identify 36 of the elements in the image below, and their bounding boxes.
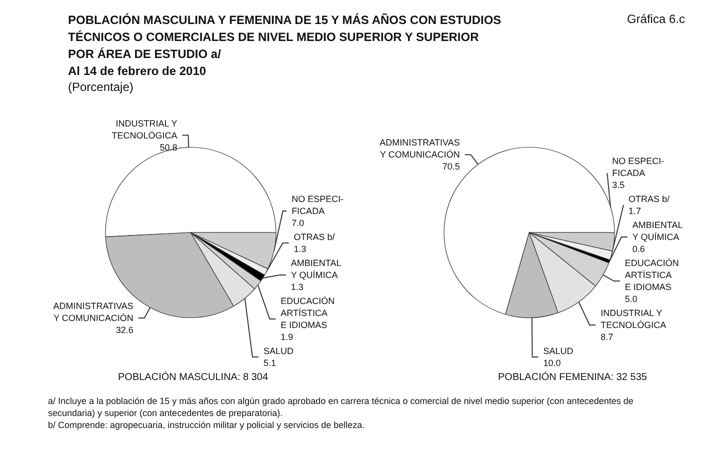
data-label: 1.3 [290,282,304,292]
data-label: 1.7 [628,206,642,216]
data-label: 1.3 [294,244,306,254]
slice-label: INDUSTRIAL Y TECNOLÓGICA [600,308,666,330]
text: (Porcentaje) [68,80,134,95]
data-label: 1.9 [280,332,294,342]
slice-label: AMBIENTAL Y QUÍMICA [632,220,683,242]
text: Gráfica 6.c [626,12,685,26]
slice-label: ADMINISTRATIVAS Y COMUNICACIÓN [380,138,460,160]
data-label: 50.8 [160,142,178,152]
text: POBLACIÓN MASCULINA: 8 304 [117,372,270,383]
slice-label: NO ESPECI- FICADA [612,156,664,178]
data-label: 32.6 [116,325,134,336]
data-label: 5.0 [624,294,638,304]
chart-title: POBLACIÓN MASCULINA Y FEMENINA DE 15 Y MÁS AÑOS CON ESTUDIOS TÉCNICOS O COMERCIALES DE NIVEL MEDIO SUPERIOR Y SUPERIOR POR ÁREA DE ESTUDIO a/ [68,12,502,63]
data-label: 5.1 [263,358,276,368]
data-label: 7.0 [292,218,304,228]
slice-label: SALUD [543,346,574,356]
text: a/ Incluye a la población de 15 y más años con algún grado aprobado en carrera técnica o comercial de nivel medio superior (con antecedentes de secundaria) y superior (con antecedentes de preparatoria). [48,395,634,419]
slice-label: AMBIENTAL Y QUÍMICA [290,258,342,280]
data-label: 70.5 [442,162,460,172]
slice-label: EDUCACIÓN ARTÍSTICA E IDIOMAS [280,296,335,330]
slice-label: OTRAS b/ [294,232,336,242]
slice-label: NO ESPECI- FICADA [292,194,344,216]
chart-subtitle: Al 14 de febrero de 2010 [68,63,208,80]
slice-label: INDUSTRIAL Y TECNOLÓGICA [112,118,178,140]
slice-label: SALUD [263,346,294,356]
data-label: 3.5 [612,180,625,190]
text: b/ Comprende: agropecuaria, instrucción militar y policial y servicios de belleza. [48,419,366,431]
slice-label: ADMINISTRATIVAS Y COMUNICACIÓN [53,301,134,324]
slice-label: OTRAS b/ [628,194,670,204]
slice-label: EDUCACIÓN ARTÍSTICA E IDIOMAS [624,258,679,292]
text: POBLACIÓN FEMENINA: 32 535 [497,372,647,383]
data-label: 10.0 [543,358,561,368]
data-label: 8.7 [600,332,614,342]
data-label: 0.6 [632,244,645,254]
